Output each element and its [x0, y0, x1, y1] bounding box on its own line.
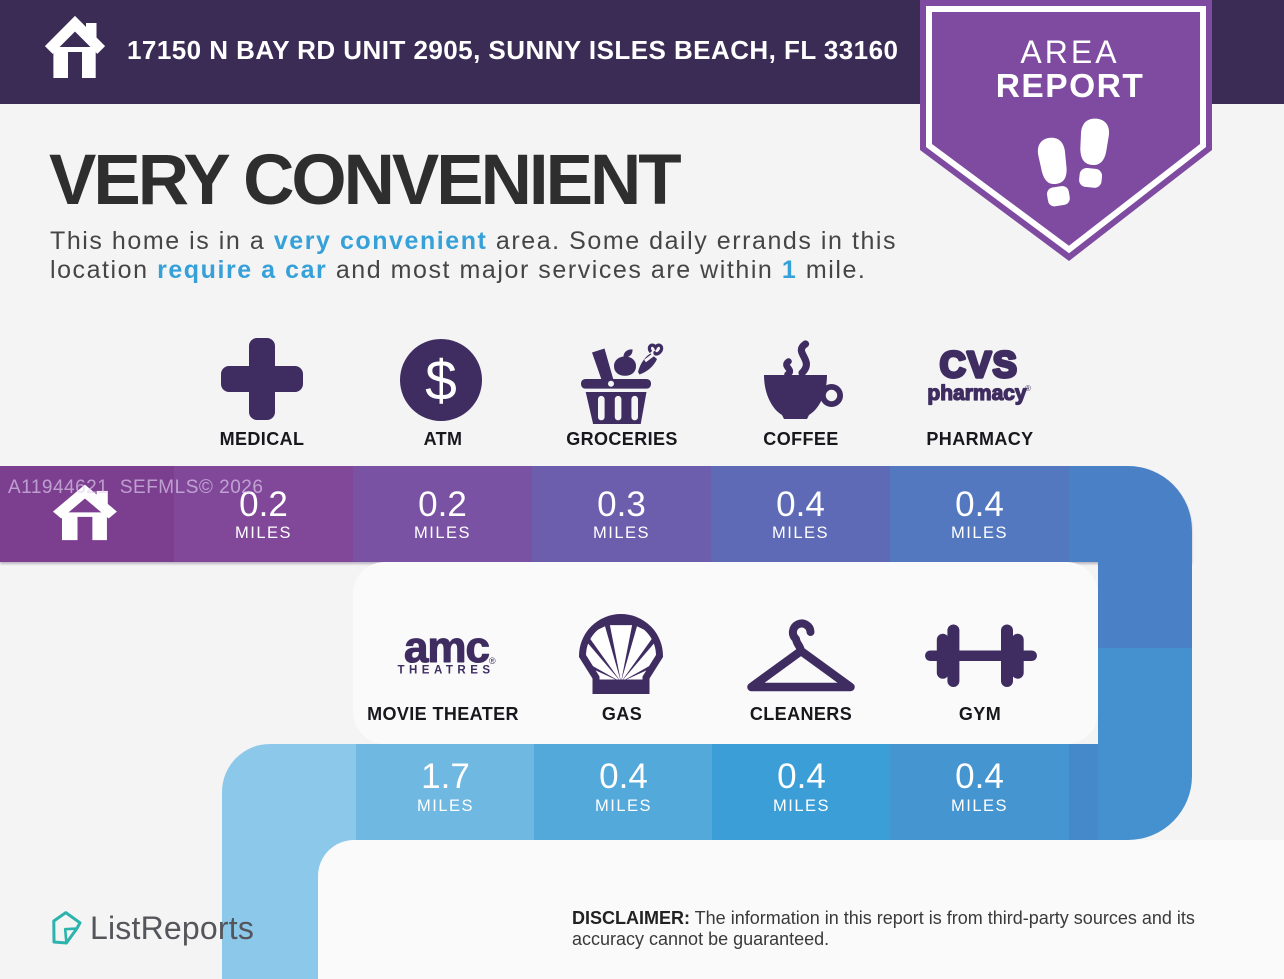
svg-text:®: ® [1025, 384, 1031, 393]
svg-text:$: $ [425, 349, 457, 413]
svg-text:REPORT: REPORT [996, 68, 1145, 105]
svg-text:pharmacy: pharmacy [927, 382, 1027, 405]
svg-text:THEATRES: THEATRES [397, 665, 494, 677]
svg-text:amc: amc [404, 630, 490, 672]
svg-text:CVS: CVS [940, 344, 1019, 385]
svg-text:AREA: AREA [1020, 34, 1119, 70]
svg-text:®: ® [489, 656, 496, 666]
